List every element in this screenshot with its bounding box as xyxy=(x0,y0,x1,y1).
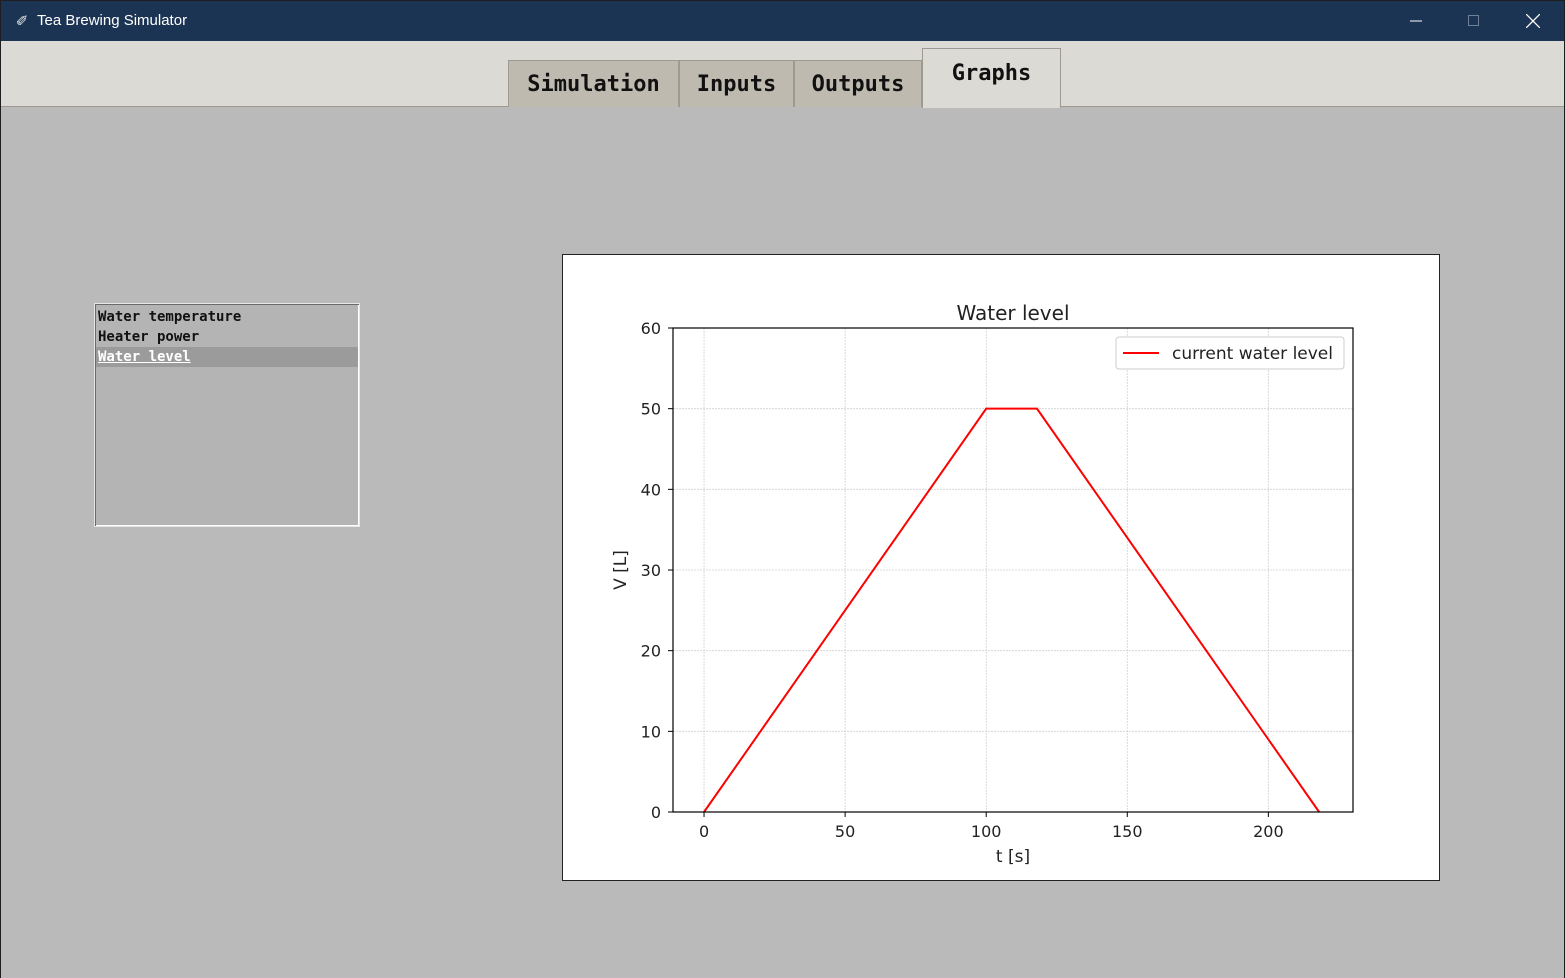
chart-title: Water level xyxy=(956,301,1069,325)
chart-canvas: 0 50 100 150 200 0 10 20 30 40 50 60 Water level t [s… xyxy=(562,254,1440,881)
x-axis-label: t [s] xyxy=(996,847,1030,867)
x-tick-label: 50 xyxy=(835,822,855,841)
close-button[interactable] xyxy=(1504,1,1562,41)
y-tick-label: 50 xyxy=(641,400,661,419)
graphs-panel: Water temperature Heater power Water lev… xyxy=(4,108,1564,978)
list-item-heater-power[interactable]: Heater power xyxy=(98,329,200,345)
chart-legend xyxy=(1115,336,1345,370)
tab-outputs[interactable]: Outputs xyxy=(794,60,922,107)
list-item-water-temperature[interactable]: Water temperature xyxy=(98,309,242,325)
water-level-chart: 0 50 100 150 200 0 10 20 30 40 50 60 Water level t [s… xyxy=(611,301,1354,867)
tab-inputs[interactable]: Inputs xyxy=(679,60,794,107)
close-icon xyxy=(1526,14,1540,28)
feather-icon: ✐ xyxy=(15,12,29,30)
x-tick-label: 200 xyxy=(1253,822,1284,841)
minimize-icon xyxy=(1410,20,1422,22)
list-item-water-level[interactable]: Water level xyxy=(96,347,358,367)
y-axis-label: V [L] xyxy=(611,550,631,590)
title-bar[interactable]: ✐ Tea Brewing Simulator xyxy=(1,1,1564,41)
graph-selector-list[interactable]: Water temperature Heater power Water lev… xyxy=(94,303,360,527)
x-tick-label: 100 xyxy=(971,822,1002,841)
y-tick-label: 10 xyxy=(641,722,661,741)
maximize-icon xyxy=(1468,15,1479,26)
x-tick-label: 0 xyxy=(699,822,709,841)
window-title: Tea Brewing Simulator xyxy=(37,12,188,29)
x-tick-label: 150 xyxy=(1112,822,1143,841)
legend-label: current water level xyxy=(1172,344,1333,364)
tab-simulation[interactable]: Simulation xyxy=(508,60,679,107)
minimize-button[interactable] xyxy=(1387,1,1445,41)
maximize-button[interactable] xyxy=(1445,1,1503,41)
y-tick-label: 60 xyxy=(641,319,661,338)
tab-graphs[interactable]: Graphs xyxy=(922,48,1061,108)
y-tick-label: 0 xyxy=(651,803,661,822)
y-tick-label: 20 xyxy=(641,642,661,661)
series-line xyxy=(703,407,1320,813)
y-tick-label: 30 xyxy=(641,561,661,580)
y-tick-label: 40 xyxy=(641,480,661,499)
